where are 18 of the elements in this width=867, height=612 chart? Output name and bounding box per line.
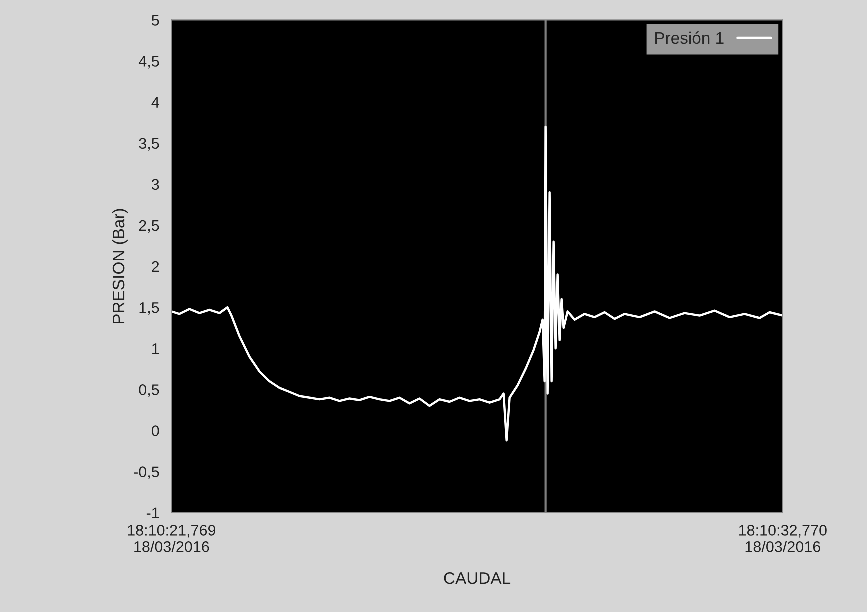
legend-label: Presión 1 — [656, 32, 724, 44]
y-tick-label: -0,5 — [134, 466, 160, 480]
x-tick-label: 18:10:21,769 18/03/2016 — [128, 525, 216, 552]
y-tick-label: 0,5 — [139, 384, 160, 398]
x-tick-label: 18:10:32,770 18/03/2016 — [739, 525, 827, 552]
y-tick-label: 3 — [152, 179, 160, 190]
y-tick-label: 1 — [152, 344, 160, 354]
y-tick-label: 3,5 — [139, 138, 160, 151]
y-tick-label: 1,5 — [140, 302, 160, 316]
y-tick-label: 5 — [152, 15, 160, 26]
y-tick-label: -1 — [146, 508, 160, 518]
x-axis-title: CAUDAL — [444, 572, 511, 584]
y-tick-label: 0 — [152, 426, 160, 436]
y-axis-title: PRESION (Bar) — [112, 209, 128, 324]
y-tick-label: 2 — [152, 261, 160, 272]
y-tick-label: 4,5 — [138, 56, 160, 69]
y-tick-label: 4 — [152, 97, 160, 108]
y-tick-label: 2,5 — [139, 220, 160, 233]
